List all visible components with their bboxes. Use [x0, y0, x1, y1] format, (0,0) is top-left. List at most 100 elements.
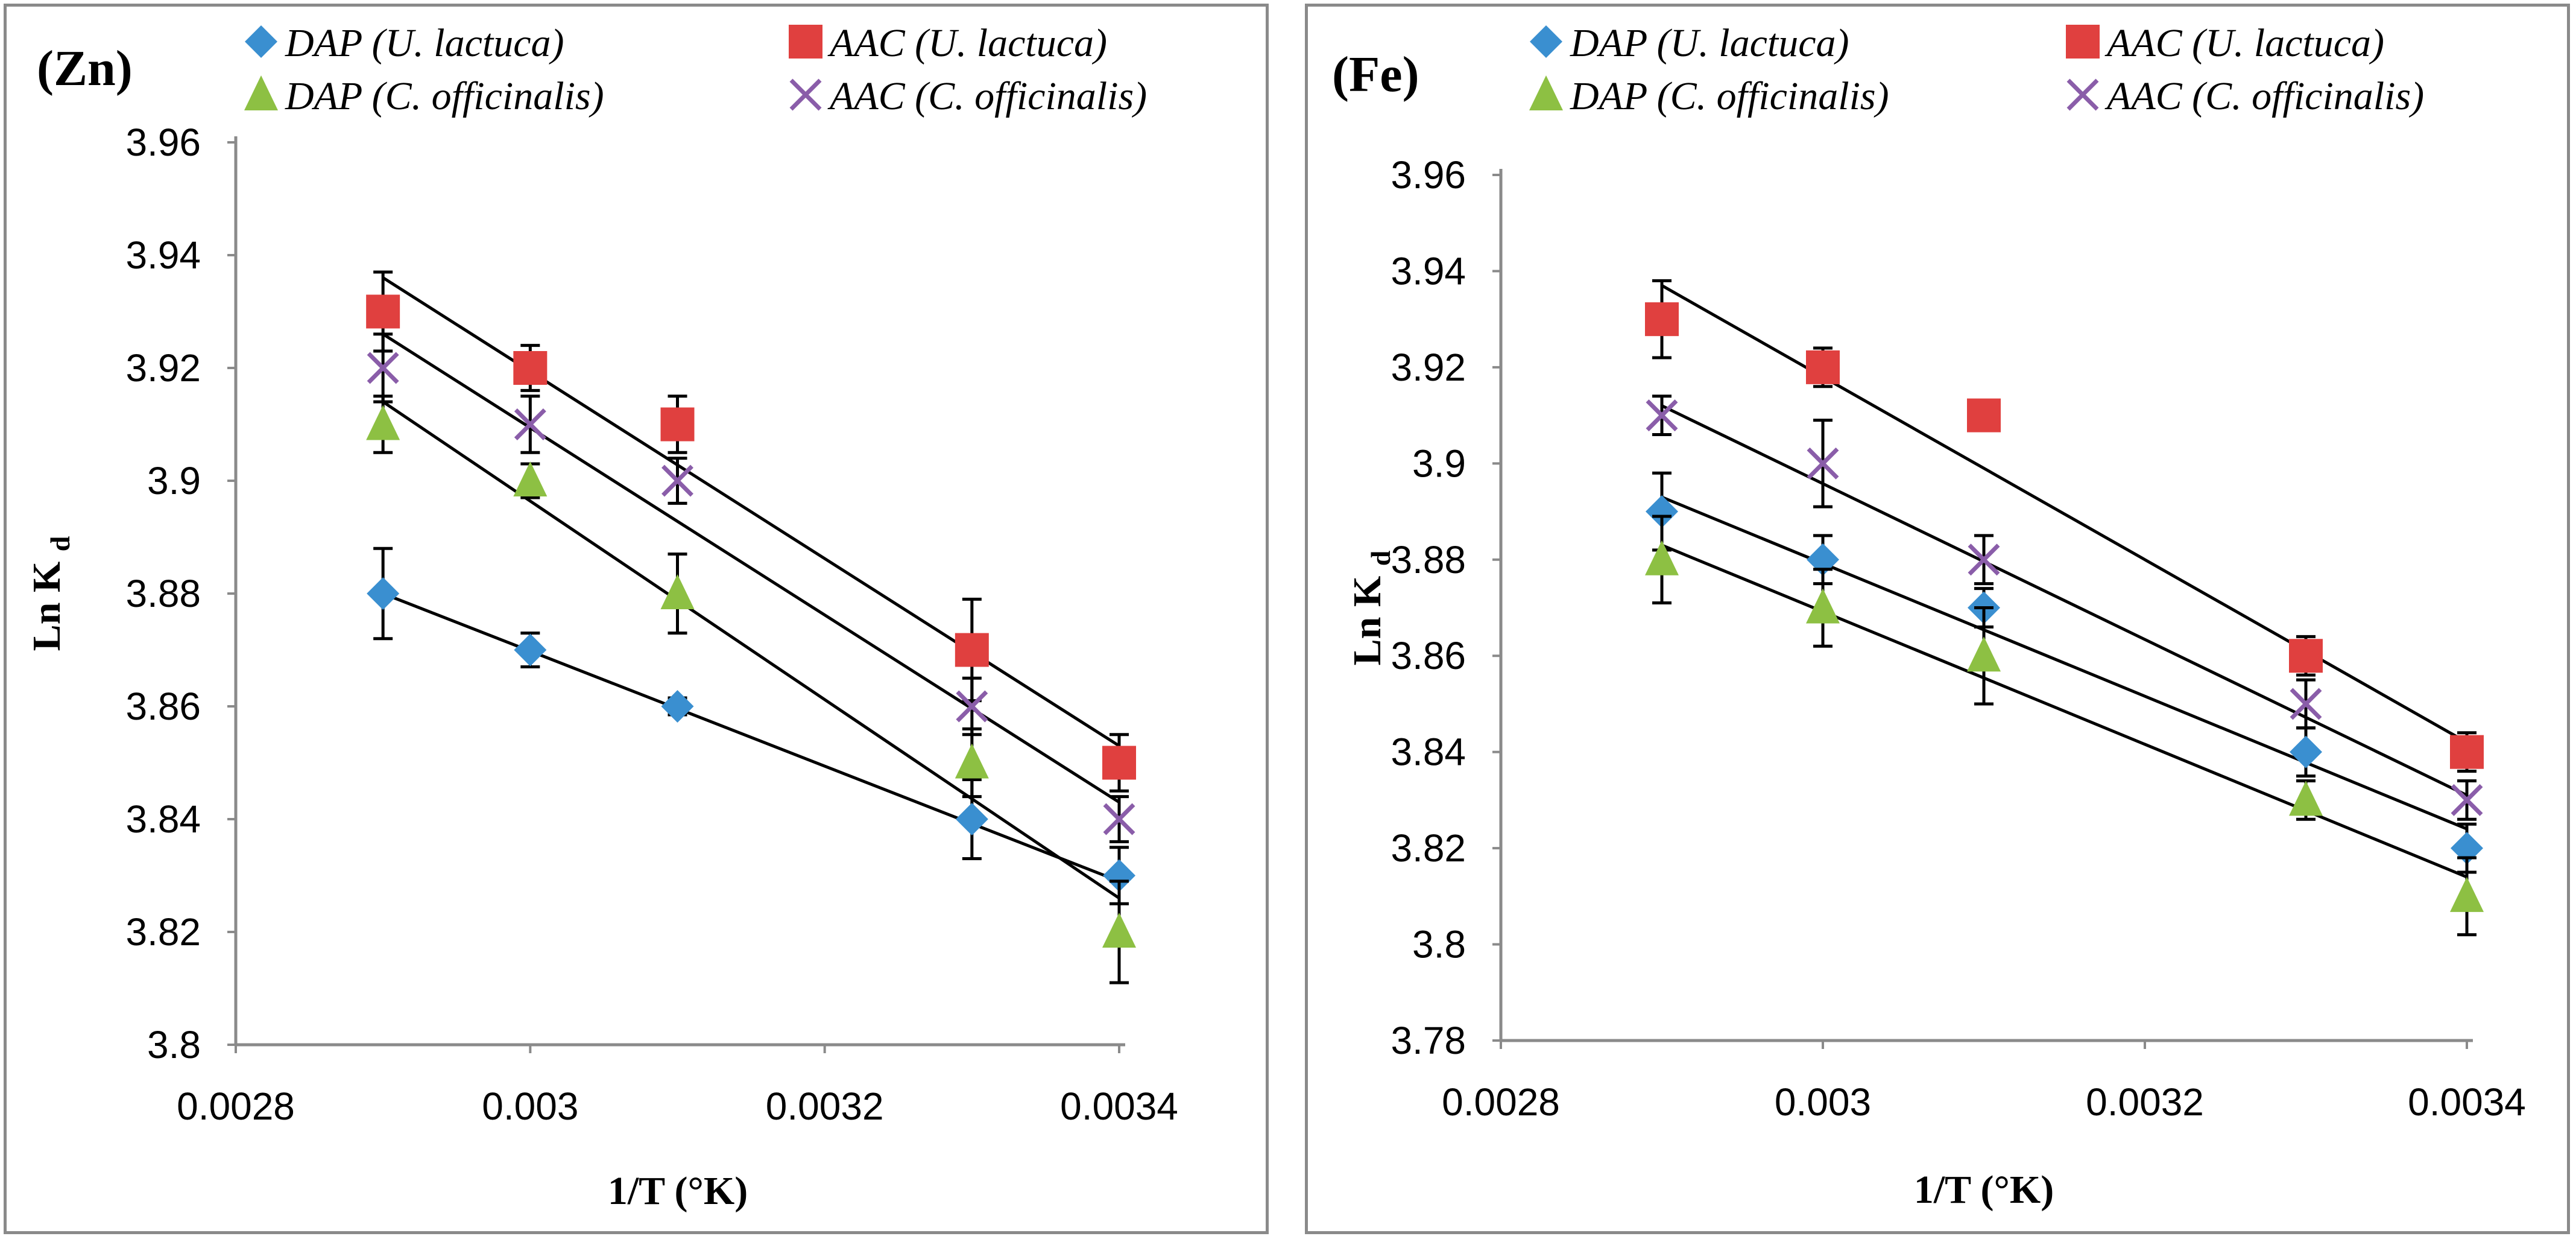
y-axis-title: Ln K d	[25, 536, 75, 651]
x-tick-label: 0.0032	[766, 1085, 884, 1128]
legend-label: DAP (C. officinalis)	[1570, 74, 1889, 118]
legend-entry-dap-u-lactuca: DAP (U. lactuca)	[1530, 21, 1849, 65]
trendline	[382, 276, 1120, 747]
series-aac-u-lactuca	[1645, 279, 2484, 773]
y-tick-label: 3.8	[147, 1023, 201, 1066]
legend-label: AAC (C. officinalis)	[827, 74, 1147, 118]
legend-entry-aac-c-officinalis: AAC (C. officinalis)	[2066, 74, 2424, 118]
data-point-diamond	[661, 690, 694, 723]
y-tick-label: 3.84	[1391, 730, 1466, 774]
legend-entry-aac-c-officinalis: AAC (C. officinalis)	[789, 74, 1147, 118]
legend-marker-triangle	[244, 75, 278, 110]
y-tick-label: 3.86	[1391, 634, 1466, 677]
legend-marker-triangle	[1529, 75, 1563, 110]
data-point-triangle	[660, 574, 695, 609]
data-point-triangle	[1102, 913, 1136, 948]
legend-entry-aac-u-lactuca: AAC (U. lactuca)	[789, 21, 1107, 65]
series-aac-c-officinalis	[367, 332, 1135, 843]
y-axis-title-subscript: d	[1365, 550, 1396, 566]
data-point-triangle	[2289, 781, 2323, 816]
y-tick-label: 3.82	[1391, 826, 1466, 870]
data-point-square	[513, 351, 548, 385]
y-tick-label: 3.86	[125, 685, 201, 728]
y-tick-label: 3.82	[125, 910, 201, 954]
data-point-diamond	[514, 633, 547, 667]
legend-marker-square	[789, 25, 822, 59]
y-tick-label: 3.78	[1391, 1019, 1466, 1062]
data-point-x	[1103, 803, 1135, 835]
data-point-square	[2289, 639, 2323, 673]
data-point-diamond	[1103, 859, 1135, 892]
legend-label: DAP (C. officinalis)	[285, 74, 604, 118]
data-point-square	[366, 294, 400, 329]
legend-label: AAC (C. officinalis)	[2104, 74, 2424, 118]
data-point-diamond	[955, 803, 988, 835]
data-point-square	[1645, 302, 1679, 337]
data-point-x	[367, 352, 399, 384]
chart-svg-fe: 3.78 3.8 3.82 3.84 3.86 3.88 3.9 3.92 3.94 3.96 0.…	[1332, 21, 2526, 1212]
trendline	[382, 592, 1120, 883]
data-point-square	[1967, 398, 2001, 432]
x-tick-label: 0.0028	[177, 1085, 295, 1128]
data-point-x	[956, 690, 988, 723]
trendline	[1661, 543, 2467, 879]
legend-marker-square	[2066, 25, 2100, 59]
series-dap-u-lactuca	[367, 547, 1135, 905]
data-point-triangle	[513, 461, 548, 496]
data-point-x	[2451, 784, 2483, 816]
data-point-square	[660, 407, 695, 442]
data-point-x	[661, 464, 693, 497]
panel-label-fe: (Fe)	[1332, 46, 1419, 103]
legend-marker-diamond	[1530, 25, 1562, 58]
chart-panel-fe: 3.78 3.8 3.82 3.84 3.86 3.88 3.9 3.92 3.94 3.96 0.…	[1305, 4, 2570, 1234]
y-tick-label: 3.92	[125, 346, 201, 390]
y-tick-label: 3.8	[1412, 923, 1466, 966]
x-tick-label: 0.003	[482, 1085, 578, 1128]
y-tick-label: 3.94	[125, 233, 201, 277]
data-point-triangle	[955, 743, 989, 779]
legend-label: AAC (U. lactuca)	[827, 21, 1107, 65]
trendline	[1661, 404, 2468, 797]
data-point-diamond	[367, 577, 400, 610]
legend-marker-x	[789, 78, 822, 111]
chart-svg-zn: 3.8 3.82 3.84 3.86 3.88 3.9 3.92 3.94 3.96 0.0028…	[25, 21, 1178, 1213]
x-tick-label: 0.0032	[2086, 1080, 2204, 1124]
y-axis-title: Ln K d	[1345, 550, 1396, 665]
legend-entry-dap-c-officinalis: DAP (C. officinalis)	[244, 74, 604, 118]
x-tick-label: 0.0034	[2408, 1080, 2526, 1124]
series-aac-c-officinalis	[1646, 394, 2483, 821]
legend-entry-aac-u-lactuca: AAC (U. lactuca)	[2066, 21, 2384, 65]
y-axis-title-subscript: d	[45, 536, 75, 551]
y-tick-label: 3.88	[1391, 538, 1466, 581]
data-point-triangle	[1645, 540, 1679, 575]
y-tick-label: 3.9	[147, 459, 201, 502]
y-tick-label: 3.92	[1391, 346, 1466, 389]
panel-label-zn: (Zn)	[37, 40, 133, 97]
series-aac-u-lactuca	[366, 270, 1136, 793]
trendline	[1661, 284, 2468, 744]
data-point-x	[1807, 447, 1839, 480]
legend-label: DAP (U. lactuca)	[1570, 21, 1849, 65]
data-point-x	[2290, 688, 2322, 720]
data-point-triangle	[1967, 636, 2001, 672]
legend-marker-x	[2066, 78, 2099, 111]
trendline	[382, 401, 1120, 899]
x-axis-title: 1/T (°K)	[608, 1169, 748, 1213]
x-axis-title: 1/T (°K)	[1914, 1168, 2054, 1212]
data-point-square	[2450, 735, 2484, 769]
series-dap-c-officinalis	[1645, 515, 2484, 937]
data-point-x	[1968, 543, 2000, 576]
legend-marker-diamond	[245, 25, 277, 58]
data-point-x	[514, 408, 546, 440]
chart-panel-zn: 3.8 3.82 3.84 3.86 3.88 3.9 3.92 3.94 3.96 0.0028…	[4, 4, 1269, 1234]
legend-entry-dap-u-lactuca: DAP (U. lactuca)	[245, 21, 564, 65]
data-point-diamond	[2290, 735, 2322, 768]
y-tick-label: 3.9	[1412, 442, 1466, 485]
y-tick-label: 3.94	[1391, 249, 1466, 293]
x-tick-label: 0.003	[1775, 1080, 1871, 1124]
y-tick-label: 3.84	[125, 797, 201, 841]
data-point-triangle	[366, 405, 400, 440]
legend-entry-dap-c-officinalis: DAP (C. officinalis)	[1529, 74, 1889, 118]
data-point-square	[1102, 746, 1136, 780]
data-point-triangle	[1806, 588, 1840, 624]
